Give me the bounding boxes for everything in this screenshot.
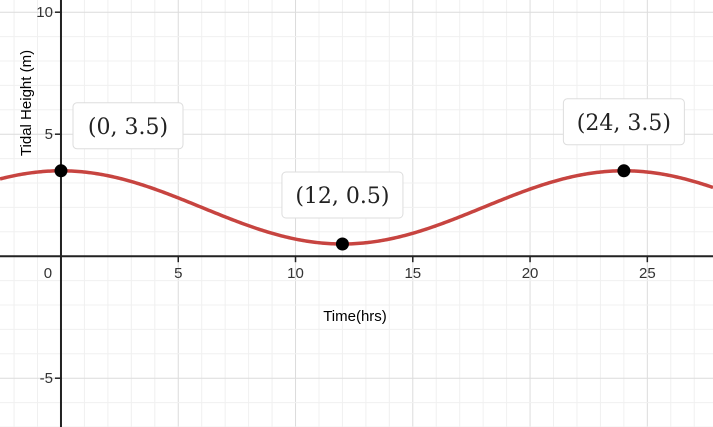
x-tick-label: 0 (44, 265, 52, 282)
y-tick-label: 10 (36, 4, 53, 21)
points-layer (54, 164, 631, 251)
data-point (335, 237, 349, 251)
x-tick-label: 10 (287, 265, 304, 282)
point-label: (24, 3.5) (577, 111, 671, 136)
y-tick-label: 5 (45, 126, 53, 143)
x-tick-label: 15 (404, 265, 421, 282)
label-box (281, 171, 404, 219)
x-tick-label: 5 (174, 265, 182, 282)
point-label: (0, 3.5) (88, 115, 168, 140)
y-tick-label: -5 (40, 370, 53, 387)
point-label-box: (12, 0.5) (281, 171, 404, 219)
x-axis-label: Time(hrs) (323, 308, 387, 325)
series-layer (0, 169, 713, 246)
label-box (72, 102, 184, 150)
point-label: (12, 0.5) (295, 184, 389, 209)
y-axis-label: Tidal Height (m) (18, 50, 35, 156)
tide-curve (0, 169, 713, 246)
point-label-box: (24, 3.5) (562, 98, 685, 146)
data-point (617, 164, 631, 178)
point-labels: (0, 3.5) (12, 0.5) (24, 3.5) (72, 98, 685, 219)
tick-labels: 0 5 10 15 20 25 -5 5 10 (36, 4, 655, 387)
x-tick-label: 20 (522, 265, 539, 282)
point-label-box: (0, 3.5) (72, 102, 184, 150)
label-box (562, 98, 685, 146)
data-point (54, 164, 68, 178)
x-tick-label: 25 (639, 265, 656, 282)
